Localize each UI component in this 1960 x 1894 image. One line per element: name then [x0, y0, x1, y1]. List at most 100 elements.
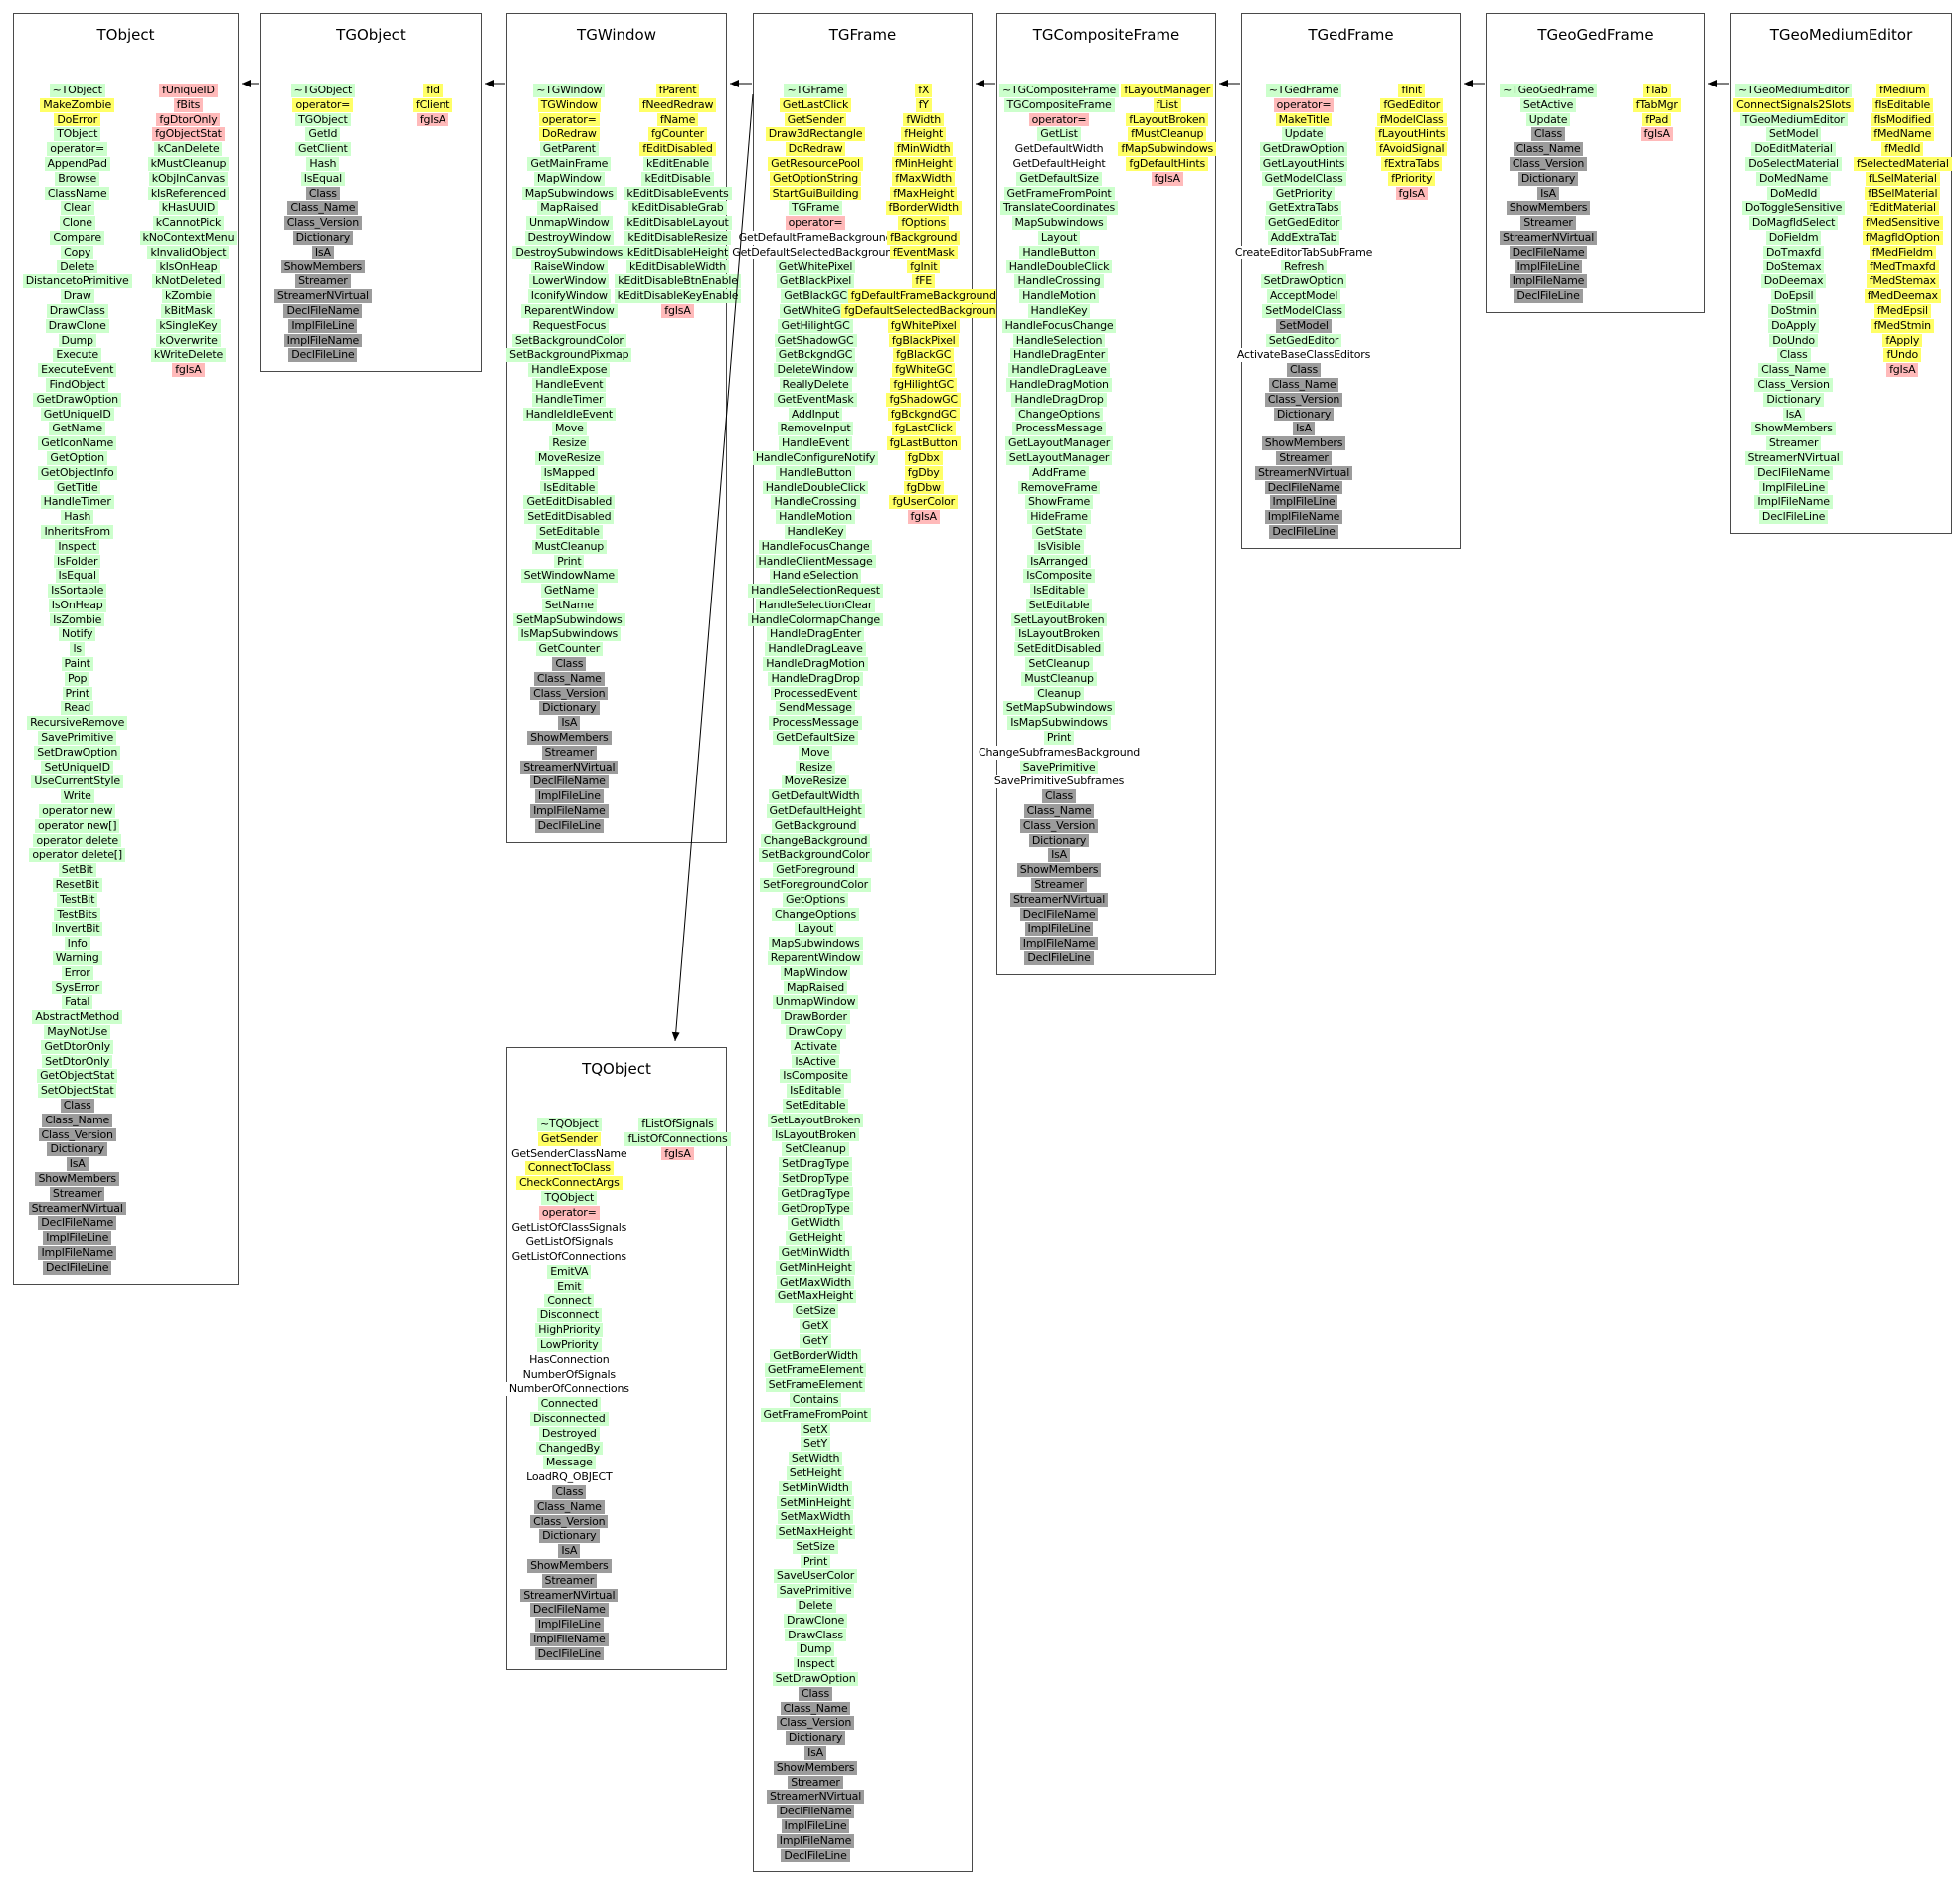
member-fMedTmaxfd[interactable]: fMedTmaxfd [1866, 259, 1939, 274]
member-kBitMask[interactable]: kBitMask [161, 303, 216, 318]
member-fIsModified[interactable]: fIsModified [1871, 112, 1935, 127]
method-Connect[interactable]: Connect [544, 1293, 595, 1308]
method-SetDtorOnly[interactable]: SetDtorOnly [42, 1054, 113, 1069]
member-fgWhitePixel[interactable]: fgWhitePixel [887, 318, 960, 333]
method-SetDrawOption[interactable]: SetDrawOption [34, 745, 121, 760]
method-ImplFileLine[interactable]: ImplFileLine [534, 789, 604, 804]
method-Dictionary[interactable]: Dictionary [539, 701, 600, 716]
member-kIsReferenced[interactable]: kIsReferenced [147, 186, 229, 201]
method-GetDefaultSelectedBackground[interactable]: GetDefaultSelectedBackground [729, 245, 902, 259]
method-IsMapSubwindows[interactable]: IsMapSubwindows [1007, 716, 1111, 731]
method-IsA[interactable]: IsA [1537, 186, 1559, 201]
member-fParent[interactable]: fParent [655, 84, 700, 97]
method-CheckConnectArgs[interactable]: CheckConnectArgs [515, 1176, 623, 1190]
member-fgDby[interactable]: fgDby [904, 465, 943, 480]
method-Clear[interactable]: Clear [60, 201, 94, 216]
method-DeclFileName[interactable]: DeclFileName [1264, 480, 1343, 495]
class-title-TGeoMediumEditor[interactable]: TGeoMediumEditor [1769, 26, 1913, 44]
method-Class[interactable]: Class [1042, 789, 1076, 804]
method-~TQObject[interactable]: ~TQObject [536, 1118, 602, 1131]
method-operator=[interactable]: operator= [1273, 97, 1335, 112]
class-title-TGFrame[interactable]: TGFrame [828, 26, 897, 44]
method-DeclFileName[interactable]: DeclFileName [529, 1603, 609, 1618]
method-operator=[interactable]: operator= [785, 216, 846, 230]
method-StreamerNVirtual[interactable]: StreamerNVirtual [766, 1790, 865, 1805]
method-Class_Name[interactable]: Class_Name [1758, 363, 1830, 377]
method-GetLayoutHints[interactable]: GetLayoutHints [1259, 156, 1348, 171]
method-ChangeSubframesBackground[interactable]: ChangeSubframesBackground [976, 745, 1144, 760]
method-DoMedId[interactable]: DoMedId [1766, 186, 1821, 201]
method-MakeTitle[interactable]: MakeTitle [1275, 112, 1333, 127]
method-GetSender[interactable]: GetSender [537, 1131, 601, 1146]
method-SetEditDisabled[interactable]: SetEditDisabled [1013, 642, 1105, 657]
method-StreamerNVirtual[interactable]: StreamerNVirtual [1499, 230, 1598, 245]
method-CreateEditorTabSubFrame[interactable]: CreateEditorTabSubFrame [1231, 245, 1376, 259]
member-fMedium[interactable]: fMedium [1876, 84, 1929, 97]
member-fMagfldOption[interactable]: fMagfldOption [1862, 230, 1943, 245]
class-title-TObject[interactable]: TObject [96, 26, 155, 44]
member-fLayoutBroken[interactable]: fLayoutBroken [1126, 112, 1209, 127]
method-~TGObject[interactable]: ~TGObject [290, 84, 356, 97]
method-DoToggleSensitive[interactable]: DoToggleSensitive [1741, 201, 1846, 216]
member-fPriority[interactable]: fPriority [1388, 171, 1436, 186]
member-kZombie[interactable]: kZombie [162, 289, 215, 303]
member-kInvalidObject[interactable]: kInvalidObject [147, 245, 230, 259]
method-GetDefaultHeight[interactable]: GetDefaultHeight [766, 804, 865, 818]
method-Notify[interactable]: Notify [59, 627, 96, 642]
method-SetEditable[interactable]: SetEditable [1025, 598, 1093, 612]
member-fgIsA[interactable]: fgIsA [1395, 186, 1428, 201]
method-GetBlackGC[interactable]: GetBlackGC [781, 289, 850, 303]
method-DrawCopy[interactable]: DrawCopy [785, 1025, 846, 1039]
method-DoApply[interactable]: DoApply [1768, 318, 1819, 333]
member-fgIsA[interactable]: fgIsA [661, 1146, 694, 1161]
method-SavePrimitiveSubframes[interactable]: SavePrimitiveSubframes [990, 775, 1128, 789]
member-kEditEnable[interactable]: kEditEnable [643, 156, 712, 171]
method-SavePrimitive[interactable]: SavePrimitive [38, 731, 117, 745]
method-Move[interactable]: Move [551, 422, 587, 436]
method-Print[interactable]: Print [1043, 731, 1075, 745]
method-SaveUserColor[interactable]: SaveUserColor [773, 1569, 858, 1584]
member-fMinWidth[interactable]: fMinWidth [893, 142, 954, 156]
method-HandleDragDrop[interactable]: HandleDragDrop [1011, 392, 1107, 407]
method-Emit[interactable]: Emit [554, 1279, 585, 1293]
method-ProcessMessage[interactable]: ProcessMessage [1012, 422, 1106, 436]
method-HandleFocusChange[interactable]: HandleFocusChange [758, 539, 873, 554]
method-DestroyWindow[interactable]: DestroyWindow [524, 230, 615, 245]
method-IsComposite[interactable]: IsComposite [1023, 569, 1095, 584]
method-AddFrame[interactable]: AddFrame [1029, 465, 1090, 480]
method-ImplFileName[interactable]: ImplFileName [1509, 274, 1588, 289]
member-fClient[interactable]: fClient [412, 97, 453, 112]
method-Delete[interactable]: Delete [57, 259, 98, 274]
method-SetMinHeight[interactable]: SetMinHeight [777, 1495, 854, 1510]
method-Activate[interactable]: Activate [791, 1039, 840, 1054]
method-GetBlackPixel[interactable]: GetBlackPixel [776, 274, 855, 289]
method-ChangedBy[interactable]: ChangedBy [535, 1441, 603, 1456]
member-fInit[interactable]: fInit [1398, 84, 1425, 97]
method-HandleDoubleClick[interactable]: HandleDoubleClick [762, 480, 869, 495]
method-Class[interactable]: Class [60, 1098, 94, 1113]
method-GetX[interactable]: GetX [799, 1318, 832, 1333]
method-HandleSelection[interactable]: HandleSelection [1012, 333, 1106, 348]
method-SetObjectStat[interactable]: SetObjectStat [37, 1084, 117, 1098]
method-MapSubwindows[interactable]: MapSubwindows [768, 937, 863, 951]
method-Streamer[interactable]: Streamer [541, 745, 598, 760]
method-MapWindow[interactable]: MapWindow [780, 965, 851, 980]
method-IsActive[interactable]: IsActive [792, 1054, 839, 1069]
member-fgUserColor[interactable]: fgUserColor [889, 495, 958, 510]
member-kEditDisableWidth[interactable]: kEditDisableWidth [625, 259, 730, 274]
method-Inspect[interactable]: Inspect [793, 1657, 838, 1672]
method-~TGeoMediumEditor[interactable]: ~TGeoMediumEditor [1735, 84, 1853, 97]
method-HandleTimer[interactable]: HandleTimer [40, 495, 114, 510]
member-fLayoutHints[interactable]: fLayoutHints [1375, 127, 1449, 142]
method-IsLayoutBroken[interactable]: IsLayoutBroken [772, 1127, 859, 1142]
method-SetBit[interactable]: SetBit [58, 863, 96, 878]
method-DeclFileName[interactable]: DeclFileName [776, 1805, 855, 1819]
method-AddInput[interactable]: AddInput [788, 407, 843, 422]
method-GetPriority[interactable]: GetPriority [1272, 186, 1336, 201]
member-fGedEditor[interactable]: fGedEditor [1380, 97, 1444, 112]
member-kWriteDelete[interactable]: kWriteDelete [150, 348, 227, 363]
method-GetForeground[interactable]: GetForeground [773, 863, 858, 878]
class-title-TGCompositeFrame[interactable]: TGCompositeFrame [1032, 26, 1180, 44]
method-Dictionary[interactable]: Dictionary [785, 1731, 846, 1746]
method-DoMagfldSelect[interactable]: DoMagfldSelect [1748, 216, 1839, 230]
